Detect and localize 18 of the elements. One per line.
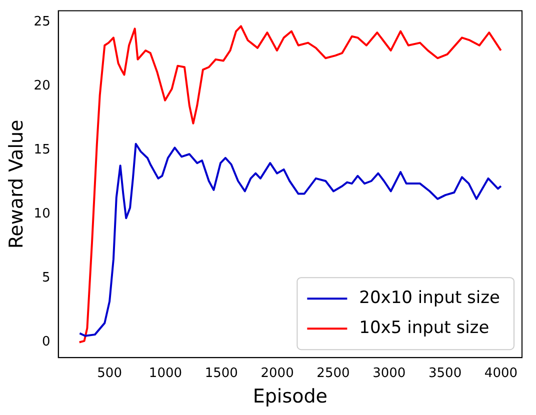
x-tick-label: 2000 [260,366,294,381]
x-tick-label: 3000 [372,366,406,381]
y-tick-label: 25 [34,14,50,30]
x-axis-title: Episode [252,386,328,408]
x-tick-label: 1000 [148,366,182,381]
x-tick-label: 1500 [204,366,238,381]
legend-label: 10x5 input size [359,318,490,338]
y-tick-label: 10 [34,206,50,222]
x-tick-label: 4000 [484,366,518,381]
y-tick-label: 15 [34,142,50,158]
y-tick-label: 5 [42,270,50,286]
y-tick-label: 20 [34,78,50,94]
legend-label: 20x10 input size [359,288,500,308]
x-tick-label: 2500 [316,366,350,381]
x-tick-label: 3500 [428,366,462,381]
y-tick-label: 0 [42,334,50,350]
y-axis-title: Reward Value [5,120,28,249]
x-tick-label: 500 [97,366,122,381]
